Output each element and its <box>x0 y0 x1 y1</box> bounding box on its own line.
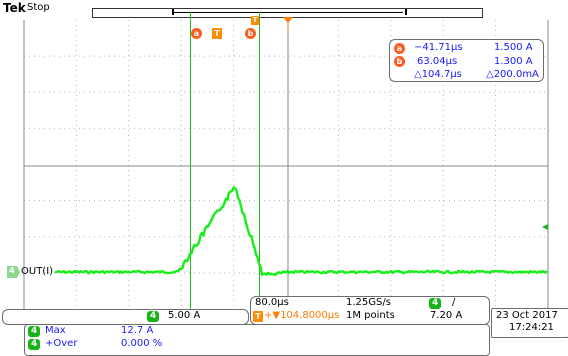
measurement-2-name: +Over <box>45 338 78 349</box>
record-center-line <box>173 12 403 13</box>
trigger-slope: / <box>452 297 456 308</box>
acquisition-status: Stop <box>27 2 50 13</box>
cursor-a-badge[interactable]: a <box>191 28 202 39</box>
cursor-delta-value: △200.0mA <box>486 69 539 80</box>
cursor-a-time: −41.71µs <box>414 42 463 53</box>
trigger-marker-badge[interactable]: T <box>212 28 222 39</box>
cursor-a-value: 1.500 A <box>494 42 533 53</box>
horizontal-delay: +▼104.8000µs <box>264 310 340 321</box>
cursor-readout-panel <box>389 39 544 82</box>
delay-trigger-icon: T <box>253 311 263 322</box>
measurement-2-channel-icon: 4 <box>28 339 41 350</box>
channel-scale-icon: 4 <box>147 311 160 322</box>
date-display: 23 Oct 2017 <box>496 310 558 321</box>
channel-scale-value: 5.00 A <box>168 310 201 321</box>
cursor-delta-time: △104.7µs <box>414 69 462 80</box>
trigger-level-arrow[interactable] <box>542 224 548 230</box>
brand-logo: Tek <box>3 1 26 15</box>
graticule <box>23 20 549 309</box>
measurement-1-name: Max <box>45 325 66 336</box>
datetime-box <box>491 308 568 338</box>
trigger-level: 7.20 A <box>430 310 463 321</box>
cursor-b-value: 1.300 A <box>494 56 533 67</box>
measurement-1-channel-icon: 4 <box>28 326 41 337</box>
channel-4-label: OUT(I) <box>21 266 54 277</box>
measurement-1-value: 12.7 A <box>121 325 154 336</box>
channel-4-ground-number: 4 <box>9 266 15 275</box>
time-per-division: 80.0µs <box>255 297 289 308</box>
channel-scale-box[interactable] <box>2 309 249 325</box>
trigger-overview-badge: T <box>251 16 259 25</box>
channel-4-trace <box>54 186 548 277</box>
sample-rate: 1.25GS/s <box>346 297 391 308</box>
measurements-panel <box>24 324 490 356</box>
cursor-b-time: 63.04µs <box>417 56 458 67</box>
record-length: 1M points <box>346 310 395 321</box>
channel-4-ground-marker[interactable] <box>7 266 20 278</box>
trigger-position-marker[interactable] <box>283 17 293 23</box>
time-display: 17:24:21 <box>509 322 554 333</box>
readout-cursor-b-icon: b <box>394 56 405 67</box>
trigger-source-icon: 4 <box>429 298 442 309</box>
cursor-b-badge[interactable]: b <box>245 28 256 39</box>
horizontal-settings-box[interactable] <box>250 296 490 325</box>
measurement-2-value: 0.000 % <box>121 338 163 349</box>
readout-cursor-a-icon: a <box>394 43 405 54</box>
